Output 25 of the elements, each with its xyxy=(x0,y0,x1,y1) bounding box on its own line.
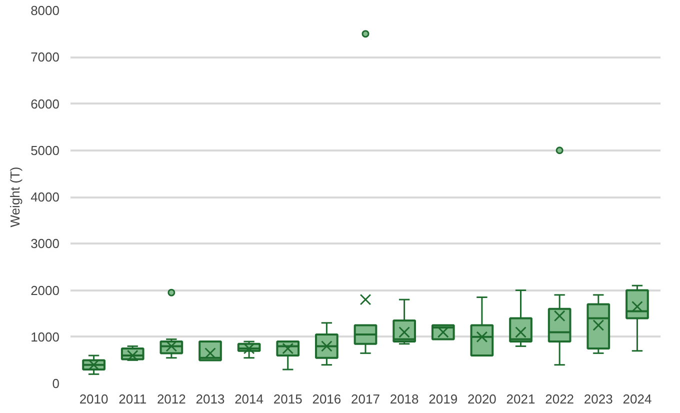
x-tick-label: 2024 xyxy=(622,392,652,406)
x-tick-label: 2019 xyxy=(428,392,458,406)
y-axis-title: Weight (T) xyxy=(8,166,23,228)
x-tick-label: 2013 xyxy=(196,392,225,406)
x-tick-label: 2018 xyxy=(390,392,419,406)
x-tick-label: 2010 xyxy=(79,392,108,406)
x-tick-label: 2015 xyxy=(273,392,302,406)
y-tick-label: 7000 xyxy=(30,50,60,65)
x-tick-label: 2014 xyxy=(234,392,264,406)
y-tick-label: 8000 xyxy=(30,3,60,18)
x-tick-label: 2021 xyxy=(506,392,536,406)
x-tick-label: 2017 xyxy=(351,392,380,406)
y-tick-label: 0 xyxy=(52,376,60,391)
y-tick-label: 3000 xyxy=(30,236,60,252)
y-tick-label: 5000 xyxy=(30,142,60,158)
x-tick-label: 2022 xyxy=(545,392,574,406)
y-tick-label: 6000 xyxy=(30,96,60,112)
x-tick-label: 2011 xyxy=(118,392,147,406)
x-tick-label: 2016 xyxy=(312,392,342,406)
x-tick-label: 2012 xyxy=(156,392,186,406)
x-tick-label: 2023 xyxy=(584,392,613,406)
y-tick-label: 2000 xyxy=(30,282,60,298)
y-tick-label: 4000 xyxy=(30,190,60,204)
y-tick-label: 1000 xyxy=(30,329,60,344)
x-tick-label: 2020 xyxy=(467,392,496,406)
